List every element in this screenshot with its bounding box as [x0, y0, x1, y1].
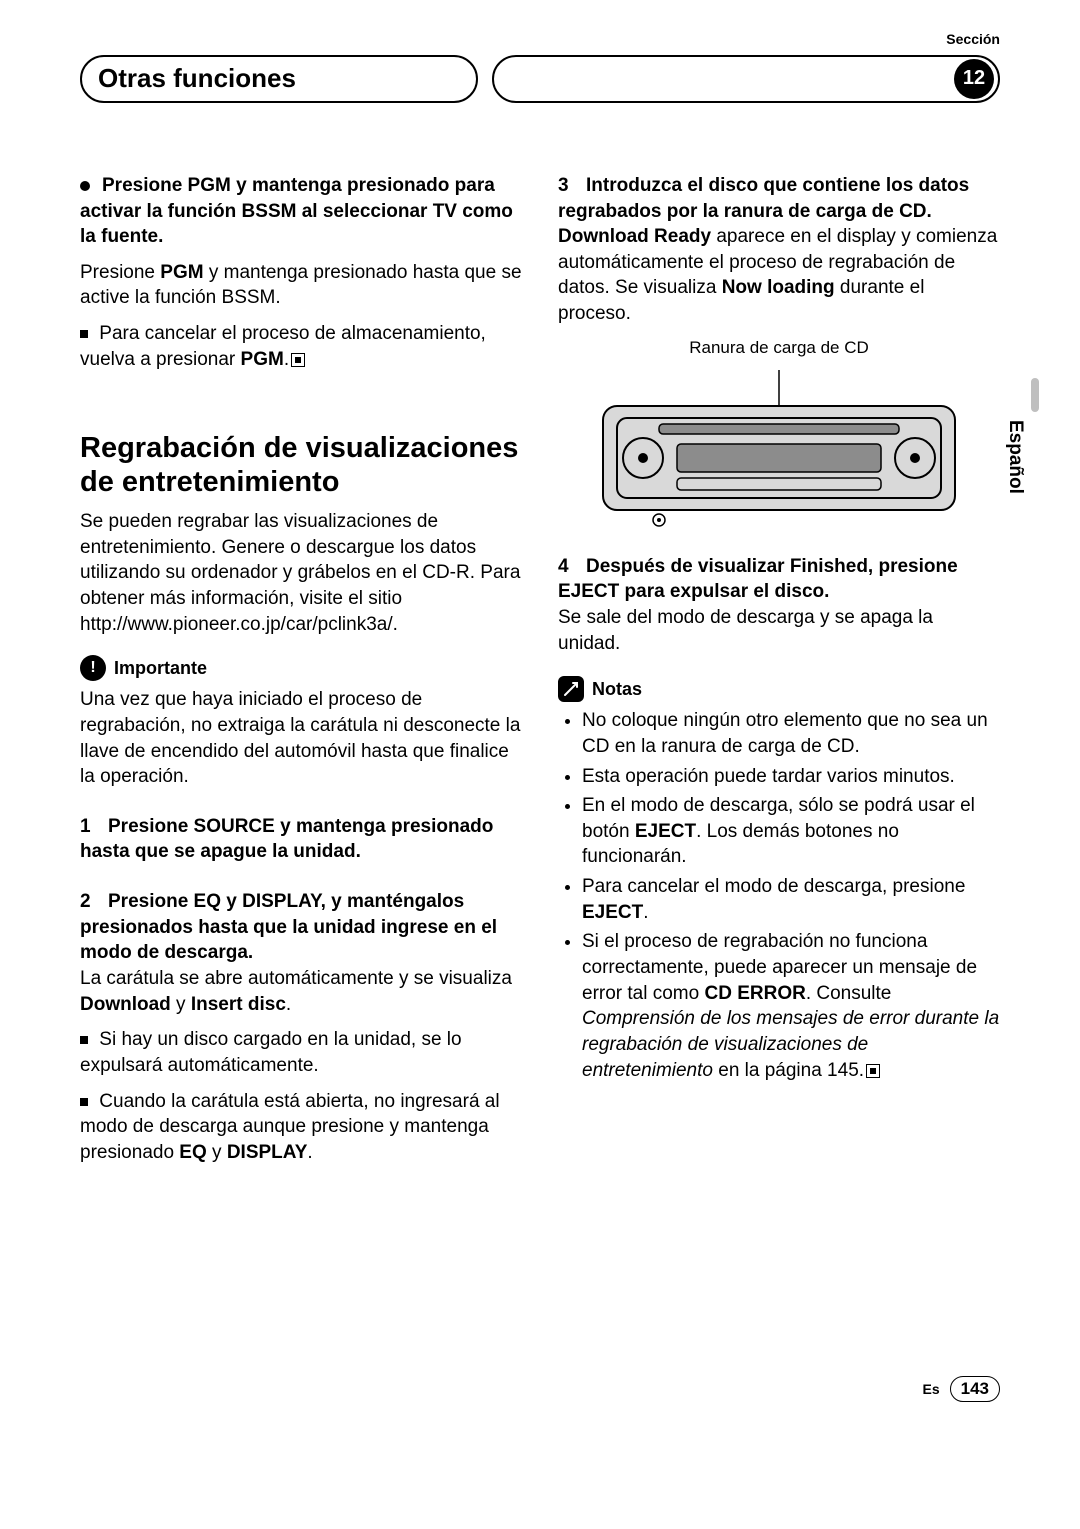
- important-row: ! Importante: [80, 655, 522, 681]
- step3-body: Download Ready aparece en el display y c…: [558, 224, 1000, 327]
- bssm-heading: Presione PGM y mantenga presionado para …: [80, 173, 522, 250]
- text-bold: Insert disc: [191, 994, 286, 1015]
- step1-head: 1Presione SOURCE y mantenga presionado h…: [80, 814, 522, 865]
- regrabacion-body: Se pueden regrabar las visualizaciones d…: [80, 509, 522, 637]
- text-bold: PGM: [241, 349, 284, 370]
- step-text: Introduzca el disco que contiene los dat…: [558, 175, 969, 222]
- note-item: Si el proceso de regrabación no funciona…: [582, 929, 1000, 1083]
- bssm-cancel: Para cancelar el proceso de almacenamien…: [80, 321, 522, 372]
- text: en la página 145.: [713, 1060, 864, 1081]
- page-title: Otras funciones: [98, 61, 296, 96]
- note-item: Para cancelar el modo de descarga, presi…: [582, 874, 1000, 925]
- page-footer: Es 143: [80, 1376, 1000, 1403]
- important-icon: !: [80, 655, 106, 681]
- text: y: [207, 1142, 227, 1163]
- header-left-capsule: Otras funciones: [80, 55, 478, 103]
- cd-slot-figure: [599, 370, 959, 530]
- note-item: Esta operación puede tardar varios minut…: [582, 764, 1000, 790]
- notes-row: Notas: [558, 676, 1000, 702]
- end-section-icon: [291, 353, 305, 367]
- section-label: Sección: [80, 30, 1000, 49]
- text: . Consulte: [806, 983, 892, 1004]
- text-bold: Now loading: [722, 277, 835, 298]
- language-tab-bar: [1031, 378, 1039, 412]
- step-number: 4: [558, 554, 586, 580]
- note-item: No coloque ningún otro elemento que no s…: [582, 708, 1000, 759]
- text: y: [171, 994, 191, 1015]
- left-column: Presione PGM y mantenga presionado para …: [80, 173, 522, 1176]
- text-bold: EQ: [179, 1142, 206, 1163]
- important-label: Importante: [114, 656, 207, 680]
- content-columns: Presione PGM y mantenga presionado para …: [80, 173, 1000, 1176]
- right-column: 3Introduzca el disco que contiene los da…: [558, 173, 1000, 1176]
- notes-list: No coloque ningún otro elemento que no s…: [558, 708, 1000, 1083]
- bssm-heading-text: Presione PGM y mantenga presionado para …: [80, 175, 513, 247]
- figure-caption: Ranura de carga de CD: [558, 337, 1000, 360]
- page-header: Otras funciones 12: [80, 55, 1000, 103]
- section-number-badge: 12: [954, 59, 994, 99]
- text-bold: CD ERROR: [704, 983, 805, 1004]
- text-bold: Download Ready: [558, 226, 711, 247]
- text-bold: EJECT: [582, 902, 643, 923]
- text: Si hay un disco cargado en la unidad, se…: [80, 1029, 462, 1076]
- language-tab: Español: [1002, 420, 1028, 494]
- step-text: Presione SOURCE y mantenga presionado ha…: [80, 816, 493, 863]
- end-section-icon: [866, 1064, 880, 1078]
- text: .: [307, 1142, 312, 1163]
- important-body: Una vez que haya iniciado el proceso de …: [80, 687, 522, 790]
- text: Para cancelar el modo de descarga, presi…: [582, 876, 965, 897]
- bssm-body: Presione PGM y mantenga presionado hasta…: [80, 260, 522, 311]
- text-bold: DISPLAY: [227, 1142, 308, 1163]
- step2-li2: Cuando la carátula está abierta, no ingr…: [80, 1089, 522, 1166]
- footer-page-number: 143: [950, 1376, 1000, 1403]
- text: Presione: [80, 262, 160, 283]
- notes-icon: [558, 676, 584, 702]
- notes-label: Notas: [592, 677, 642, 701]
- step-number: 2: [80, 889, 108, 915]
- square-bullet-icon: [80, 1036, 88, 1044]
- text-bold: Download: [80, 994, 171, 1015]
- text: .: [643, 902, 648, 923]
- regrabacion-heading: Regrabación de visualizaciones de entret…: [80, 432, 522, 499]
- step2-head: 2Presione EQ y DISPLAY, y manténgalos pr…: [80, 889, 522, 966]
- text-bold: PGM: [160, 262, 203, 283]
- step3-head: 3Introduzca el disco que contiene los da…: [558, 173, 1000, 224]
- square-bullet-icon: [80, 1098, 88, 1106]
- square-bullet-icon: [80, 330, 88, 338]
- step2-li1: Si hay un disco cargado en la unidad, se…: [80, 1027, 522, 1078]
- step4-body: Se sale del modo de descarga y se apaga …: [558, 605, 1000, 656]
- bullet-icon: [80, 181, 90, 191]
- text: .: [284, 349, 289, 370]
- step4-head: 4Después de visualizar Finished, presion…: [558, 554, 1000, 605]
- header-right-capsule: 12: [492, 55, 1000, 103]
- step-text: Después de visualizar Finished, presione…: [558, 556, 958, 603]
- step-number: 3: [558, 173, 586, 199]
- step-text: Presione EQ y DISPLAY, y manténgalos pre…: [80, 891, 497, 963]
- step-number: 1: [80, 814, 108, 840]
- note-item: En el modo de descarga, sólo se podrá us…: [582, 793, 1000, 870]
- text: La carátula se abre automáticamente y se…: [80, 968, 512, 989]
- text: .: [286, 994, 291, 1015]
- footer-lang-code: Es: [923, 1380, 940, 1399]
- step2-body: La carátula se abre automáticamente y se…: [80, 966, 522, 1017]
- text-bold: EJECT: [635, 821, 696, 842]
